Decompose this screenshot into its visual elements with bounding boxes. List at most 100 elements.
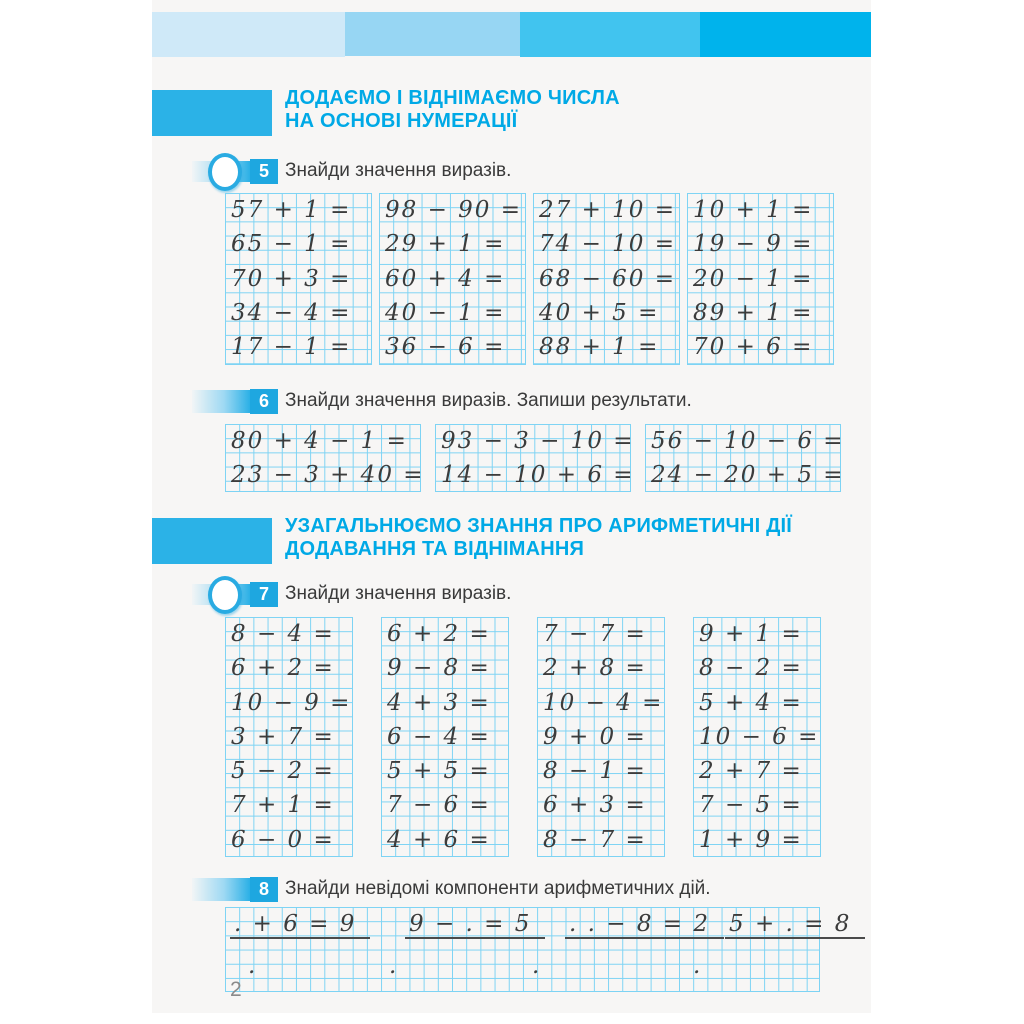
expression: 4 + 6 = [387, 826, 491, 853]
exercise-gradient-bar [192, 878, 250, 901]
header-bar [700, 12, 871, 57]
grid-paper-block: 9 + 1 = 8 − 2 = 5 + 4 = 10 − 6 = 2 + 7 = 7 − … [693, 617, 821, 857]
page-number: 2 [230, 978, 242, 1001]
equation-with-blank: 9 − . = 5 [405, 909, 546, 939]
expression: 80 + 4 − 1 = [231, 428, 408, 454]
exercise-instruction: Знайди невідомі компоненти арифметичних … [285, 878, 711, 899]
section-title-line: ДОДАЄМО І ВІДНІМАЄМО ЧИСЛА [285, 87, 620, 109]
expression: 36 − 6 = [385, 334, 506, 361]
exercise-number-badge: 5 [250, 159, 278, 184]
expression: 10 − 9 = [231, 689, 352, 716]
grid-paper-block: 7 − 7 = 2 + 8 = 10 − 4 = 9 + 0 = 8 − 1 = 6 + … [537, 617, 665, 857]
expression: 7 + 1 = [231, 792, 335, 819]
expression: 5 + 4 = [699, 689, 803, 716]
grid-paper-block: 98 − 90 = 29 + 1 = 60 + 4 = 40 − 1 = 36 − 6 … [379, 193, 526, 365]
grid-paper-block: 93 − 3 − 10 = 14 − 10 + 6 = [435, 424, 635, 492]
expression: 6 + 2 = [387, 621, 491, 647]
grid-paper-block: 8 − 4 = 6 + 2 = 10 − 9 = 3 + 7 = 5 − 2 = 7 + … [225, 617, 353, 857]
expression: 60 + 4 = [385, 265, 506, 292]
exercise-instruction: Знайди значення виразів. [285, 583, 512, 604]
expression: 5 − 2 = [231, 758, 335, 785]
exercise-circle-icon [208, 153, 242, 191]
expression: 6 − 0 = [231, 826, 335, 853]
expression: 93 − 3 − 10 = [441, 428, 635, 454]
exercise-7-header: 7 Знайди значення виразів. [152, 576, 871, 622]
workbook-page: ДОДАЄМО І ВІДНІМАЄМО ЧИСЛА НА ОСНОВІ НУМ… [152, 0, 871, 1013]
header-bar [345, 12, 520, 56]
expression: 88 + 1 = [539, 334, 660, 361]
expression: 27 + 10 = [539, 197, 677, 223]
expression: 7 − 7 = [543, 621, 647, 647]
grid-paper-block: 56 − 10 − 6 = 24 − 20 + 5 = [645, 424, 845, 492]
answer-dot: . [389, 953, 397, 979]
header-decoration-bars [152, 12, 871, 57]
section-title-line: ДОДАВАННЯ ТА ВІДНІМАННЯ [285, 538, 585, 560]
expression: 3 + 7 = [231, 723, 335, 750]
expression: 7 − 6 = [387, 792, 491, 819]
equation-with-blank: 5 + . = 8 [725, 909, 866, 939]
exercise-gradient-bar [192, 390, 250, 413]
exercise-number-badge: 8 [250, 877, 278, 902]
title-accent-block [152, 518, 272, 564]
expression: 40 − 1 = [385, 299, 506, 326]
grid-paper-block: 6 + 2 = 9 − 8 = 4 + 3 = 6 − 4 = 5 + 5 = 7 − 6… [381, 617, 509, 857]
exercise-instruction: Знайди значення виразів. [285, 160, 512, 181]
answer-dot: . [693, 953, 701, 979]
grid-paper-block: 57 + 1 = 65 − 1 = 70 + 3 = 34 − 4 = 17 − 1 = [225, 193, 372, 365]
expression: 9 − 8 = [387, 655, 491, 682]
exercise-instruction: Знайди значення виразів. Запиши результа… [285, 390, 692, 411]
expression: 1 + 9 = [699, 826, 803, 853]
expression: 40 + 5 = [539, 299, 660, 326]
section-title-line: НА ОСНОВІ НУМЕРАЦІЇ [285, 110, 518, 132]
exercise-6-grids: 80 + 4 − 1 = 23 − 3 + 40 = 93 − 3 − 10 = 14… [225, 424, 845, 492]
expression: 10 − 4 = [543, 689, 664, 716]
expression: 23 − 3 + 40 = [231, 462, 425, 488]
expression: 98 − 90 = [385, 197, 523, 223]
expression: 8 − 7 = [543, 826, 647, 853]
section-title-line: УЗАГАЛЬНЮЄМО ЗНАННЯ ПРО АРИФМЕТИЧНІ ДІЇ [285, 515, 793, 537]
header-bar [152, 12, 345, 57]
grid-paper-block: 10 + 1 = 19 − 9 = 20 − 1 = 89 + 1 = 70 + 6 = [687, 193, 834, 365]
expression: 2 + 7 = [699, 758, 803, 785]
expression: 8 − 1 = [543, 758, 647, 785]
exercise-number-badge: 7 [250, 582, 278, 607]
expression: 8 − 2 = [699, 655, 803, 682]
expression: 19 − 9 = [693, 231, 814, 258]
expression: 29 + 1 = [385, 231, 506, 258]
expression: 74 − 10 = [539, 231, 677, 258]
expression: 10 + 1 = [693, 197, 814, 223]
answer-dot: . [532, 953, 540, 979]
expression: 56 − 10 − 6 = [651, 428, 845, 454]
expression: 65 − 1 = [231, 231, 352, 258]
exercise-number-badge: 6 [250, 389, 278, 414]
expression: 6 − 4 = [387, 723, 491, 750]
grid-paper-block: 27 + 10 = 74 − 10 = 68 − 60 = 40 + 5 = 88 + … [533, 193, 680, 365]
section-title-1: ДОДАЄМО І ВІДНІМАЄМО ЧИСЛА НА ОСНОВІ НУМ… [285, 87, 620, 133]
header-bar [520, 12, 700, 57]
expression: 34 − 4 = [231, 299, 352, 326]
equation-with-blank: . . − 8 = 2 [565, 909, 724, 939]
expression: 10 − 6 = [699, 723, 820, 750]
answer-dot: . [248, 953, 256, 979]
exercise-5-header: 5 Знайди значення виразів. [152, 153, 871, 199]
expression: 6 + 3 = [543, 792, 647, 819]
expression: 9 + 0 = [543, 723, 647, 750]
exercise-5-grids: 57 + 1 = 65 − 1 = 70 + 3 = 34 − 4 = 17 − 1 =… [225, 193, 834, 365]
expression: 70 + 3 = [231, 265, 352, 292]
expression: 7 − 5 = [699, 792, 803, 819]
exercise-6-header: 6 Знайди значення виразів. Запиши резуль… [152, 389, 871, 429]
exercise-8-header: 8 Знайди невідомі компоненти арифметични… [152, 877, 871, 917]
expression: 57 + 1 = [231, 197, 352, 223]
expression: 70 + 6 = [693, 334, 814, 361]
expression: 14 − 10 + 6 = [441, 462, 635, 488]
expression: 5 + 5 = [387, 758, 491, 785]
expression: 24 − 20 + 5 = [651, 462, 845, 488]
equation-with-blank: . + 6 = 9 [230, 909, 371, 939]
section-title-2: УЗАГАЛЬНЮЄМО ЗНАННЯ ПРО АРИФМЕТИЧНІ ДІЇ … [285, 515, 792, 561]
expression: 9 + 1 = [699, 621, 803, 647]
expression: 2 + 8 = [543, 655, 647, 682]
expression: 68 − 60 = [539, 265, 677, 292]
exercise-circle-icon [208, 576, 242, 614]
